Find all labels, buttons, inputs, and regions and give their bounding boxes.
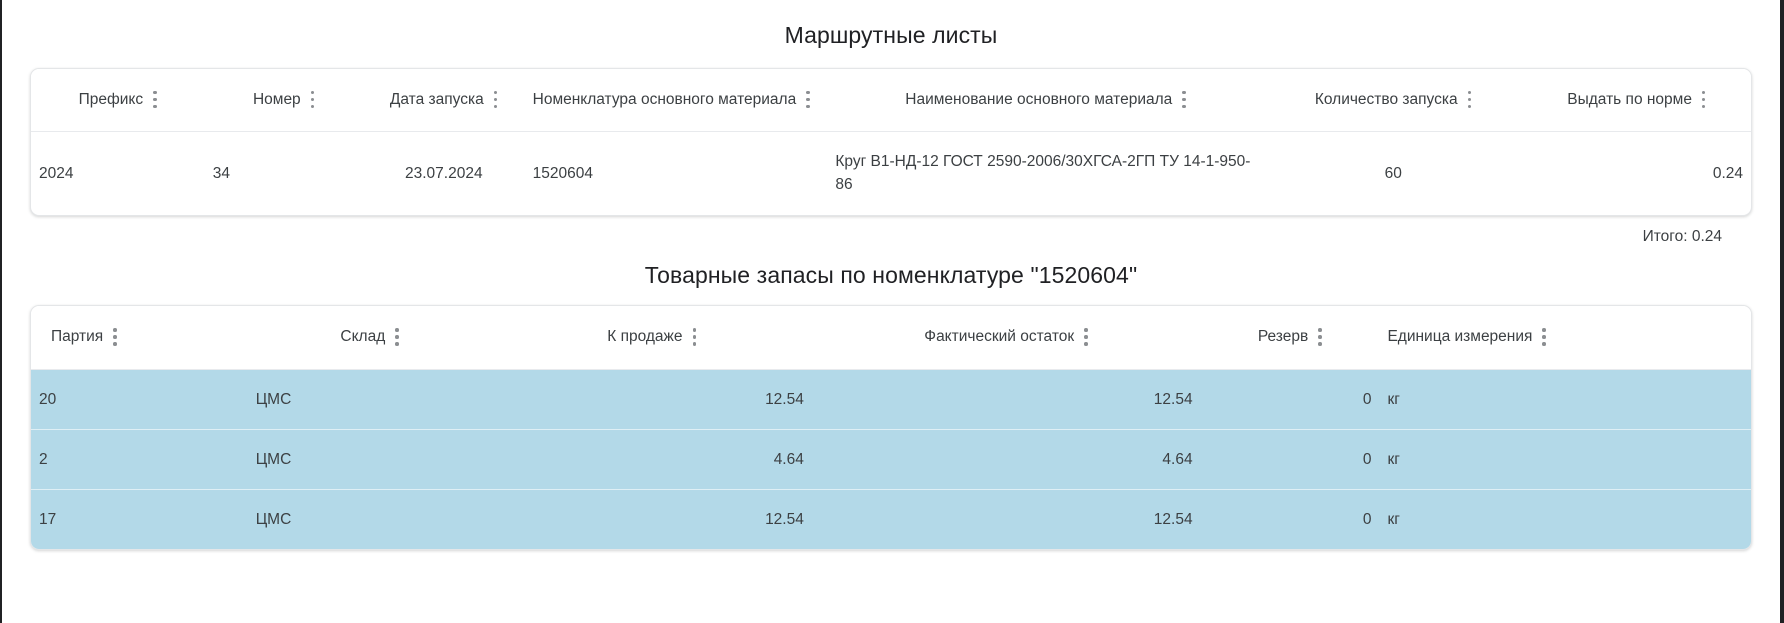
column-header-label: Наименование основного материала: [905, 90, 1173, 108]
cell-reserve: 0: [1200, 489, 1380, 550]
cell-batch: 17: [31, 489, 248, 550]
cell-material-name: Круг В1-НД-12 ГОСТ 2590-2006/30ХГСА-2ГП …: [835, 153, 1251, 194]
cell-material-code: 1520604: [532, 164, 593, 182]
route-sheets-header-row: Префикс Номер Дата зап: [31, 68, 1751, 133]
cell-unit: кг: [1379, 369, 1751, 430]
kebab-menu-icon[interactable]: [493, 90, 498, 109]
cell-batch: 2: [31, 429, 248, 491]
stock-header-row: Партия Склад К продаже: [31, 306, 1751, 370]
kebab-menu-icon[interactable]: [310, 90, 315, 109]
cell-unit: кг: [1379, 489, 1751, 550]
kebab-menu-icon[interactable]: [806, 90, 810, 109]
column-header-label: Фактический остаток: [924, 328, 1075, 346]
column-header-start-date[interactable]: Дата запуска: [362, 68, 525, 133]
kebab-menu-icon[interactable]: [1182, 90, 1186, 109]
cell-number: 34: [212, 164, 230, 182]
column-header-number[interactable]: Номер: [204, 68, 363, 133]
route-sheets-card: Префикс Номер Дата зап: [30, 67, 1752, 216]
column-header-label: Резерв: [1257, 328, 1309, 346]
column-header-prefix[interactable]: Префикс: [31, 68, 205, 133]
column-header-label: К продаже: [607, 328, 683, 346]
cell-warehouse: ЦМС: [247, 369, 492, 430]
table-row[interactable]: 20 ЦМС 12.54 12.54 0 кг: [31, 369, 1751, 430]
cell-actual-balance: 12.54: [811, 369, 1201, 430]
column-header-label: Партия: [51, 328, 104, 346]
column-header-issue-by-norm[interactable]: Выдать по норме: [1522, 68, 1751, 133]
column-header-label: Склад: [340, 328, 386, 346]
column-header-label: Единица измерения: [1387, 328, 1533, 346]
cell-warehouse: ЦМС: [247, 489, 492, 550]
stock-card: Партия Склад К продаже: [30, 305, 1752, 551]
kebab-menu-icon[interactable]: [1542, 328, 1546, 346]
cell-reserve: 0: [1200, 429, 1380, 491]
column-header-label: Выдать по норме: [1567, 90, 1692, 108]
column-header-material-name[interactable]: Наименование основного материала: [827, 68, 1265, 133]
column-header-start-quantity[interactable]: Количество запуска: [1264, 68, 1523, 133]
column-header-label: Префикс: [78, 90, 144, 108]
table-row[interactable]: 2 ЦМС 4.64 4.64 0 кг: [31, 429, 1751, 491]
kebab-menu-icon[interactable]: [1318, 328, 1322, 346]
column-header-label: Количество запуска: [1314, 90, 1458, 108]
cell-for-sale: 12.54: [491, 489, 812, 550]
kebab-menu-icon[interactable]: [395, 328, 399, 346]
kebab-menu-icon[interactable]: [113, 328, 117, 346]
cell-batch: 20: [31, 369, 248, 430]
cell-for-sale: 4.64: [491, 429, 812, 491]
column-header-batch[interactable]: Партия: [31, 306, 248, 370]
cell-actual-balance: 12.54: [811, 489, 1201, 550]
column-header-label: Дата запуска: [389, 90, 484, 108]
table-row[interactable]: 17 ЦМС 12.54 12.54 0 кг: [31, 489, 1751, 550]
cell-reserve: 0: [1200, 369, 1380, 430]
cell-start-quantity: 60: [1384, 164, 1402, 182]
table-row[interactable]: 2024 34 23.07.2024 1520604 Круг В1-НД-12…: [31, 132, 1751, 215]
kebab-menu-icon[interactable]: [1084, 328, 1088, 346]
column-header-warehouse[interactable]: Склад: [247, 306, 492, 370]
route-sheets-title: Маршрутные листы: [784, 22, 998, 48]
kebab-menu-icon[interactable]: [1467, 90, 1472, 109]
kebab-menu-icon[interactable]: [153, 90, 157, 109]
stock-section: Товарные запасы по номенклатуре "1520604…: [2, 246, 1780, 551]
column-header-actual-balance[interactable]: Фактический остаток: [811, 306, 1201, 370]
cell-unit: кг: [1379, 429, 1751, 491]
stock-title: Товарные запасы по номенклатуре "1520604…: [644, 261, 1138, 288]
route-sheets-table: Префикс Номер Дата зап: [31, 68, 1751, 215]
column-header-label: Номенклатура основного материала: [532, 90, 797, 108]
cell-warehouse: ЦМС: [247, 429, 492, 491]
column-header-for-sale[interactable]: К продаже: [491, 306, 812, 370]
column-header-unit[interactable]: Единица измерения: [1379, 306, 1751, 370]
route-sheets-total: Итого: 0.24: [1642, 227, 1722, 245]
column-header-material-code[interactable]: Номенклатура основного материала: [524, 68, 828, 133]
column-header-label: Номер: [252, 90, 301, 108]
route-sheets-section: Маршрутные листы Префикс: [2, 0, 1780, 246]
cell-start-date: 23.07.2024: [405, 164, 483, 182]
kebab-menu-icon[interactable]: [692, 328, 697, 346]
column-header-reserve[interactable]: Резерв: [1200, 306, 1380, 370]
cell-prefix: 2024: [39, 164, 74, 182]
stock-table: Партия Склад К продаже: [31, 306, 1751, 550]
cell-for-sale: 12.54: [491, 369, 812, 430]
cell-issue-by-norm: 0.24: [1712, 164, 1743, 182]
cell-actual-balance: 4.64: [811, 429, 1201, 491]
kebab-menu-icon[interactable]: [1701, 90, 1706, 109]
